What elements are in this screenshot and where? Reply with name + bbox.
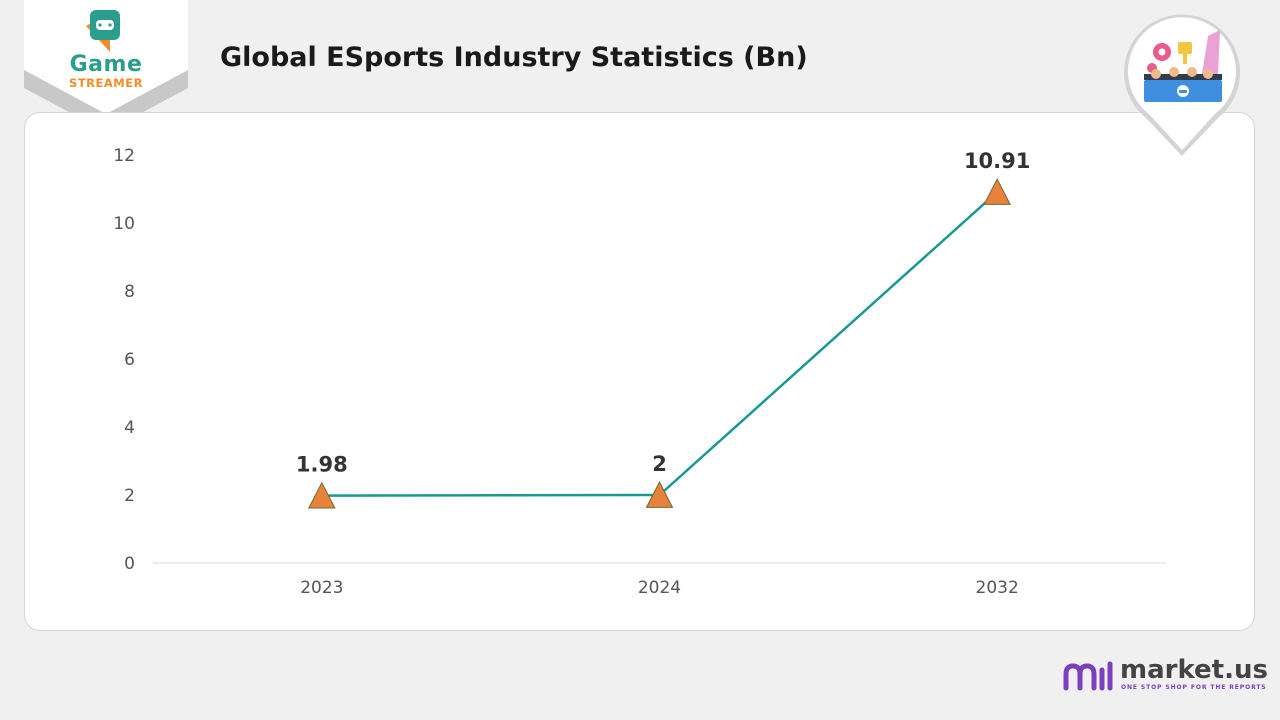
y-tick-label: 8: [124, 282, 135, 302]
data-point-marker: [645, 480, 674, 508]
x-tick-label: 2024: [638, 578, 681, 598]
data-label: 2: [652, 452, 667, 476]
esports-team-icon: [1144, 30, 1222, 102]
chart-card: 0 2 4 6 8 10 12 2023 2024 2032 1.98 2 10.91: [24, 112, 1255, 631]
y-tick-label: 0: [124, 554, 135, 574]
y-tick-label: 4: [124, 418, 135, 438]
x-axis-ticks: 2023 2024 2032: [300, 578, 1019, 598]
data-labels: 1.98 2 10.91: [296, 149, 1030, 477]
y-tick-label: 2: [124, 486, 135, 506]
esports-pin-badge: [1122, 12, 1242, 158]
page-title: Global ESports Industry Statistics (Bn): [220, 42, 808, 73]
y-axis-ticks: 0 2 4 6 8 10 12: [113, 146, 135, 574]
y-tick-label: 10: [113, 214, 135, 234]
data-point-marker: [983, 177, 1011, 205]
x-tick-label: 2023: [300, 578, 343, 598]
game-streamer-logo: [24, 0, 188, 135]
y-tick-label: 6: [124, 350, 135, 370]
x-tick-label: 2032: [976, 578, 1019, 598]
gamepad-icon: [86, 10, 120, 52]
data-label: 1.98: [296, 453, 348, 477]
data-point-marker: [308, 481, 336, 509]
series-markers: [308, 177, 1011, 509]
market-us-tagline: ONE STOP SHOP FOR THE REPORTS: [1121, 684, 1267, 691]
line-chart: 0 2 4 6 8 10 12 2023 2024 2032 1.98 2 10.91: [113, 146, 1166, 598]
brand-subname: STREAMER: [69, 76, 143, 90]
y-tick-label: 12: [113, 146, 135, 166]
market-us-logo-icon: [1063, 661, 1113, 691]
market-us-logo: [1062, 658, 1262, 698]
market-us-wordmark: market.us: [1120, 655, 1268, 685]
series-line: [321, 191, 999, 497]
data-label: 10.91: [964, 149, 1030, 173]
brand-name: Game: [69, 52, 143, 77]
